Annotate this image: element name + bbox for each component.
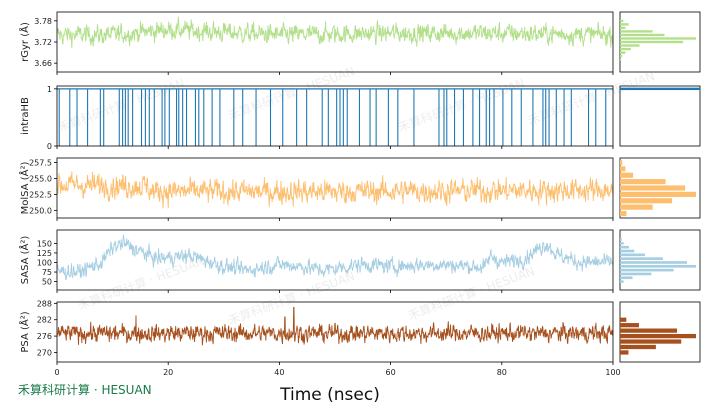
y-axis-label-MolSA: MolSA (Å²) (18, 162, 31, 215)
panel-PSA: 270 276 282 288 0 20 40 60 80 100 PSA (Å²) (18, 299, 701, 377)
hist-bar (620, 179, 666, 185)
x-axis-label: Time (nsec) (279, 385, 380, 405)
y-axis-label-rGyr: rGyr (Å) (18, 22, 31, 62)
hist-bar (620, 245, 629, 249)
hist-bar (620, 210, 627, 217)
x-tick-label: 100 (605, 368, 620, 377)
hist-frame-intraHB (619, 85, 701, 147)
hist-bar (620, 33, 665, 37)
hist-bar (620, 87, 700, 91)
hist-bar (620, 185, 686, 191)
y-tick-label: 75 (42, 268, 52, 277)
plot-frame-PSA (56, 301, 614, 363)
hist-bar (620, 51, 626, 54)
x-tick-label: 20 (163, 368, 173, 377)
hist-bar (620, 264, 696, 268)
y-axis-label-SASA: SASA (Å²) (18, 236, 31, 285)
hist-bar (620, 257, 663, 260)
x-tick-label: 40 (274, 368, 284, 377)
y-tick-label: 1 (47, 85, 52, 94)
hist-bar (620, 30, 653, 33)
y-tick-label: 250.0 (29, 206, 52, 215)
hist-bar (620, 23, 629, 26)
hist-bar (620, 253, 646, 257)
hist-bar (620, 333, 696, 339)
y-tick-label: 276 (37, 332, 52, 341)
series-line-PSA (57, 307, 613, 346)
x-tick-label: 0 (54, 368, 59, 377)
watermark-faint-6: 禾算科研计算 · HESUAN (226, 268, 357, 328)
y-tick-label: 100 (37, 258, 52, 267)
series-line-MolSA (57, 171, 613, 209)
hist-bar (620, 19, 624, 22)
hist-bar (620, 350, 629, 355)
hist-bar (620, 323, 639, 328)
hist-bar (620, 280, 624, 283)
y-tick-label: 288 (37, 299, 52, 308)
watermark-faint-7: 禾算科研计算 · HESUAN (406, 263, 537, 323)
hist-bar (620, 172, 634, 178)
hist-bar (620, 166, 626, 172)
y-tick-label: 3.72 (34, 38, 52, 47)
hist-bar (620, 54, 623, 58)
hist-bar (620, 238, 622, 241)
hist-bar (620, 37, 696, 40)
plot-frame-intraHB (56, 85, 614, 147)
watermark: 禾算科研计算 · HESUAN (18, 382, 152, 397)
hist-bar (620, 242, 624, 245)
hist-frame-SASA (619, 229, 701, 291)
y-tick-label: 255.0 (29, 174, 52, 183)
series-line-rGyr (57, 16, 613, 49)
hist-bar (620, 58, 622, 61)
y-tick-label: 3.78 (34, 17, 52, 26)
hist-bar (620, 47, 631, 51)
hist-bar (620, 317, 627, 322)
y-tick-label: 50 (42, 278, 52, 287)
hist-bar (620, 276, 633, 280)
hist-bar (620, 40, 683, 44)
hist-bar (620, 261, 688, 264)
y-tick-label: 3.66 (34, 59, 52, 68)
hist-bar (620, 272, 652, 276)
series-line-SASA (57, 234, 613, 281)
y-tick-label: 125 (37, 249, 52, 258)
y-axis-label-PSA: PSA (Å²) (18, 311, 31, 352)
hist-bar (620, 249, 635, 253)
y-tick-label: 282 (37, 316, 52, 325)
hist-bar (620, 328, 677, 333)
hist-bar (620, 191, 696, 197)
y-tick-label: 252.5 (29, 190, 52, 199)
hist-bar (620, 26, 626, 30)
hist-bar (620, 198, 673, 204)
y-axis-label-intraHB: intraHB (20, 97, 31, 135)
panel-intraHB: 0 1 intraHB (20, 85, 701, 151)
y-tick-label: 0 (47, 142, 52, 151)
hist-bar (620, 44, 640, 47)
watermark-faint-3: 禾算科研计算 · HESUAN (396, 75, 527, 135)
x-tick-label: 80 (497, 368, 507, 377)
y-tick-label: 257.5 (29, 158, 52, 167)
hist-bar (620, 339, 682, 344)
hist-bar (620, 204, 653, 210)
hist-bar (620, 159, 623, 166)
plot-frame-MolSA (56, 157, 614, 219)
y-tick-label: 150 (37, 239, 52, 248)
y-tick-label: 270 (37, 348, 52, 357)
x-tick-label: 60 (386, 368, 396, 377)
plot-frame-SASA (56, 229, 614, 291)
hist-bar (620, 344, 656, 350)
watermark-faint-1: 禾算科研计算 · HESUAN (56, 75, 187, 135)
hist-bar (620, 268, 674, 272)
